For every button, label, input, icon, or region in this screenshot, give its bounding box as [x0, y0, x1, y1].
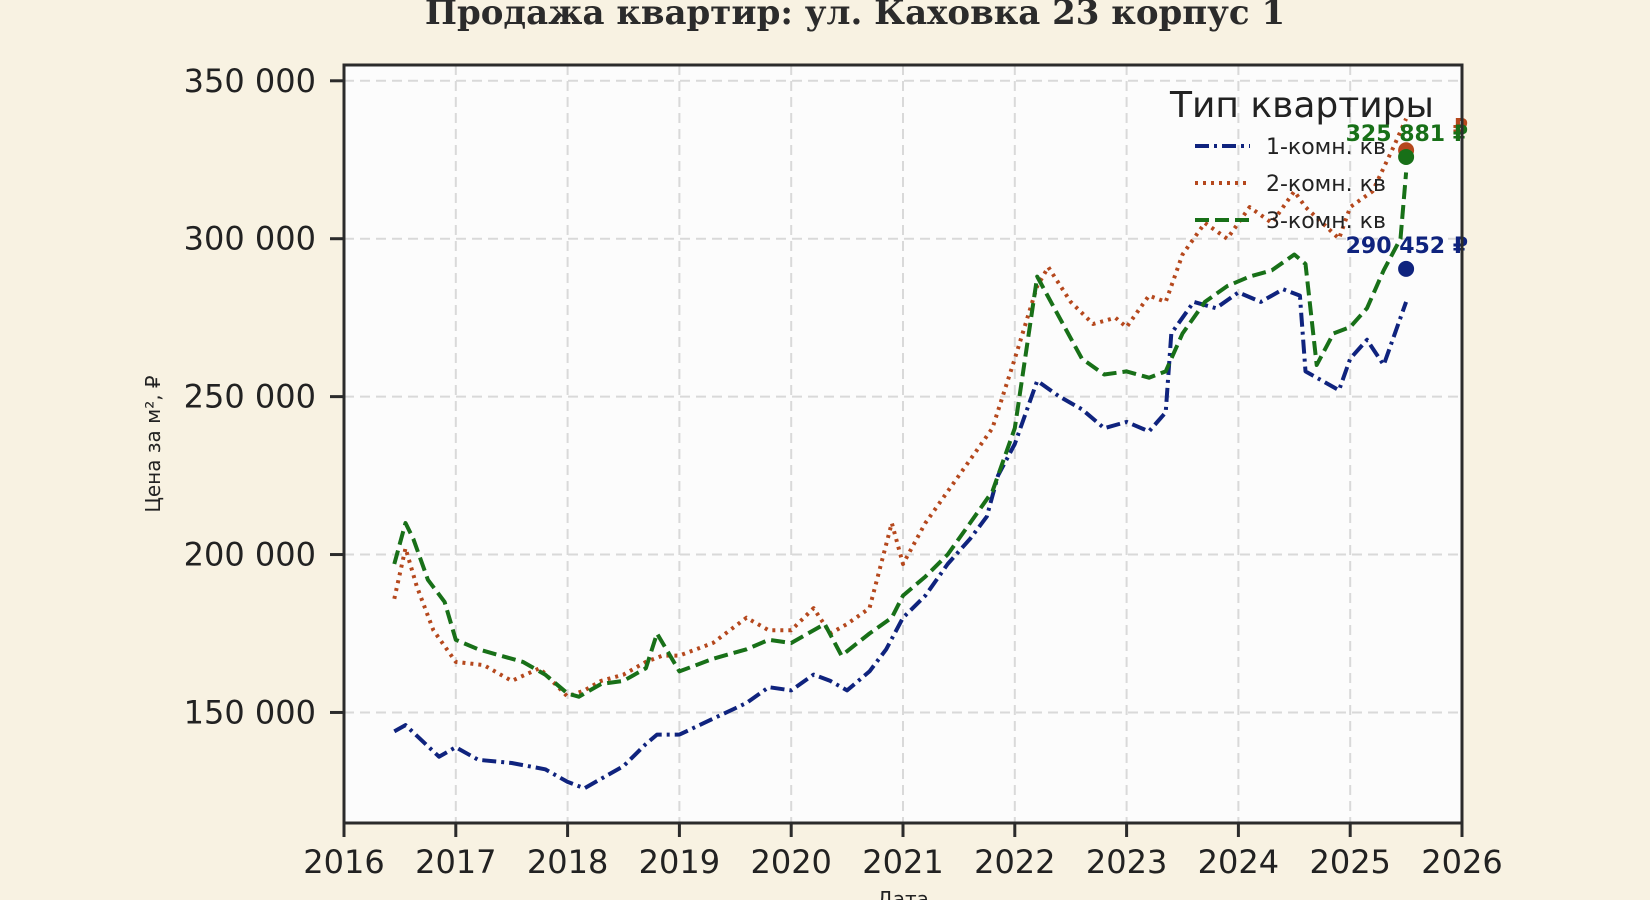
x-axis-label: Дата	[877, 887, 929, 900]
y-axis-label: Цена за м², ₽	[141, 375, 165, 513]
end-point-label-3: 325 881 ₽	[1346, 122, 1468, 147]
x-tick-label: 2024	[1198, 843, 1279, 881]
y-axis: 150 000 200 000 250 000 300 000 350 000	[184, 62, 344, 731]
x-tick-label: 2023	[1086, 843, 1167, 881]
x-tick-label: 2025	[1309, 843, 1390, 881]
end-point-label-2: ₽	[1453, 115, 1468, 140]
end-point-3	[1398, 148, 1415, 165]
x-tick-label: 2016	[303, 843, 384, 881]
x-tick-label: 2020	[750, 843, 831, 881]
x-tick-label: 2021	[862, 843, 943, 881]
legend-label-2: 2-комн. кв	[1266, 172, 1386, 197]
x-tick-label: 2026	[1421, 843, 1502, 881]
y-tick-label: 300 000	[184, 220, 316, 258]
y-tick-label: 200 000	[184, 536, 316, 574]
y-tick-label: 350 000	[184, 62, 316, 100]
chart-title: Продажа квартир: ул. Каховка 23 корпус 1	[425, 0, 1285, 33]
x-tick-label: 2022	[974, 843, 1055, 881]
end-point-1	[1398, 260, 1415, 277]
end-points: 290 452 ₽ ₽325 881 ₽	[1346, 115, 1468, 277]
x-tick-label: 2017	[415, 843, 496, 881]
end-point-label-1: 290 452 ₽	[1346, 234, 1468, 259]
series-line-1	[393, 287, 1408, 791]
y-tick-label: 150 000	[184, 693, 316, 731]
x-tick-label: 2019	[639, 843, 720, 881]
legend: Тип квартиры 1-комн. кв 2-комн. кв 3-комн.…	[1169, 85, 1434, 234]
x-axis: 2016 2017 2018 2019 2020 2021 2022 2023 2024 2025…	[303, 823, 1503, 881]
series-lines	[392, 117, 1409, 791]
y-tick-label: 250 000	[184, 378, 316, 416]
x-tick-label: 2018	[527, 843, 608, 881]
legend-title: Тип квартиры	[1169, 85, 1434, 126]
legend-label-3: 3-комн. кв	[1266, 209, 1386, 234]
legend-label-1: 1-комн. кв	[1266, 135, 1386, 160]
